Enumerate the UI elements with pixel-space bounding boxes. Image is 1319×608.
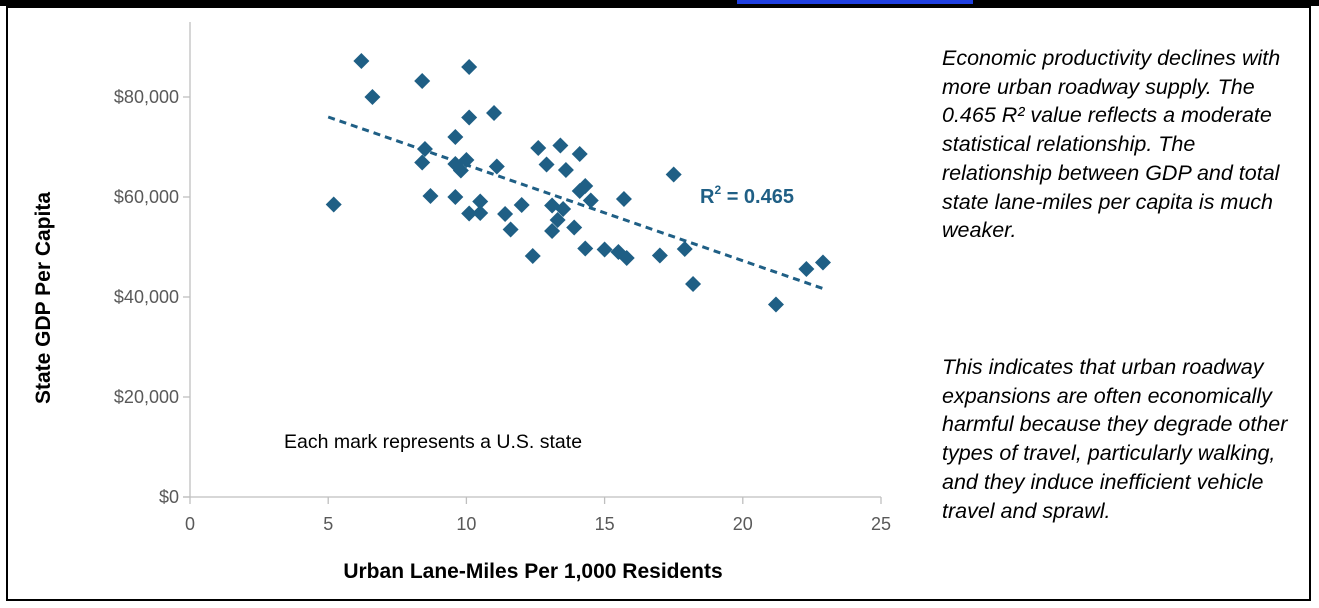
data-point-state (447, 129, 464, 145)
data-point-state (767, 296, 784, 313)
data-point-state (596, 241, 613, 258)
data-point-state (497, 206, 514, 222)
data-point-state (502, 221, 519, 238)
data-points (325, 53, 831, 313)
x-tick-label: 5 (323, 514, 333, 534)
data-point-state (814, 254, 831, 271)
data-point-state (452, 162, 469, 179)
r-squared-label: R2 = 0.465 (700, 183, 794, 208)
r-squared-exponent: 2 (714, 183, 721, 197)
data-point-state (685, 276, 702, 292)
data-point-state (461, 109, 478, 126)
top-link-highlight (737, 0, 973, 4)
x-tick-label: 20 (733, 514, 753, 534)
trendline (327, 115, 827, 291)
data-point-state (566, 219, 583, 236)
x-tick-label: 25 (871, 514, 891, 534)
data-point-state (488, 158, 505, 175)
figure-frame (6, 6, 1311, 601)
y-tick-label: $60,000 (114, 187, 179, 207)
data-point-state (353, 53, 370, 69)
data-point-state (577, 240, 594, 257)
data-point-state (676, 241, 693, 257)
data-point-state (461, 59, 478, 75)
data-point-state (544, 223, 561, 239)
axes: $0 $20,000 $40,000 $60,000 $80,000 0 5 10 15 20 25 (114, 22, 891, 534)
data-point-state (472, 193, 489, 210)
data-point-state (447, 189, 464, 205)
data-point-state (571, 146, 588, 162)
data-point-state (555, 201, 572, 217)
y-tick-label: $80,000 (114, 87, 179, 107)
data-point-state (618, 250, 635, 266)
data-point-state (582, 192, 599, 209)
data-point-state (549, 212, 566, 228)
y-tick-label: $40,000 (114, 287, 179, 307)
data-point-state (414, 154, 431, 171)
x-tick-label: 10 (456, 514, 476, 534)
data-point-state (651, 247, 668, 264)
r-squared-symbol: R (700, 186, 715, 208)
note-paragraph-1: Economic productivity declines with more… (942, 46, 1281, 243)
data-point-state (665, 166, 682, 183)
data-point-state (530, 140, 547, 156)
y-axis-label: State GDP Per Capita (32, 192, 55, 404)
data-point-state (524, 248, 541, 264)
data-point-state (513, 197, 530, 213)
data-point-state (325, 196, 342, 213)
data-point-state (416, 141, 433, 157)
data-point-state (571, 183, 588, 199)
chart-annotation: Each mark represents a U.S. state (284, 431, 582, 453)
y-tick-label: $20,000 (114, 387, 179, 407)
data-point-state (486, 105, 503, 121)
data-point-state (422, 188, 439, 204)
data-point-state (364, 89, 381, 105)
data-point-state (472, 205, 489, 221)
data-point-state (552, 137, 569, 154)
r-squared-value: = 0.465 (721, 186, 794, 208)
data-point-state (414, 73, 431, 89)
chart-labels: State GDP Per Capita Urban Lane-Miles Pe… (32, 183, 794, 583)
data-point-state (557, 162, 574, 178)
x-tick-label: 0 (185, 514, 195, 534)
note-paragraph-2: This indicates that urban roadway expans… (942, 355, 1288, 523)
trendline-group (327, 115, 827, 291)
x-axis-label: Urban Lane-Miles Per 1,000 Residents (343, 560, 722, 583)
data-point-state (461, 205, 478, 222)
x-tick-label: 15 (595, 514, 615, 534)
data-point-state (798, 261, 815, 277)
data-point-state (538, 156, 555, 173)
y-tick-label: $0 (159, 487, 179, 507)
data-point-state (615, 191, 632, 207)
top-border-line (0, 0, 1319, 6)
